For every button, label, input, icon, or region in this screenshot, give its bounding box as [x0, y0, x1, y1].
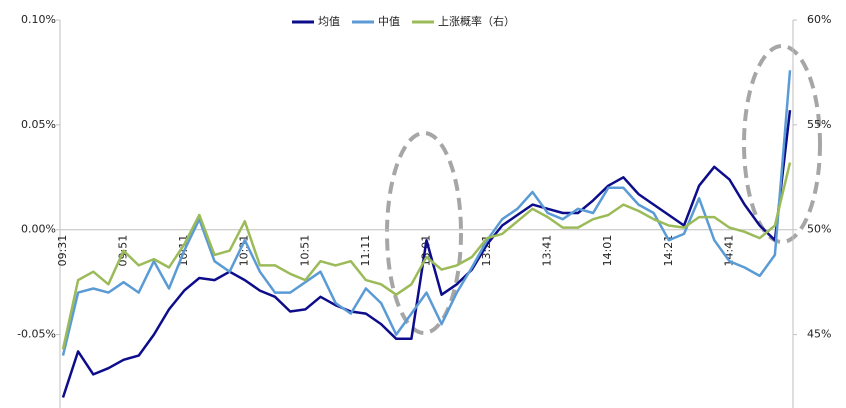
legend: 均值 中值 上涨概率（右） — [292, 14, 515, 28]
y-tick-label: 0.05% — [21, 118, 56, 131]
x-tick-label: 11:11 — [359, 235, 372, 267]
y-tick-label: 0.10% — [21, 13, 56, 26]
highlight-ellipse — [742, 44, 822, 244]
legend-label: 上涨概率（右） — [438, 14, 515, 28]
x-tick-label: 10:31 — [238, 235, 251, 267]
series-line — [61, 70, 792, 356]
x-tick-label: 10:51 — [298, 235, 311, 267]
x-tick-label: 14:41 — [722, 235, 735, 267]
highlight-ellipse — [385, 131, 463, 335]
x-tick-label: 14:21 — [662, 235, 675, 267]
y-tick-label: -0.05% — [17, 328, 56, 341]
y2-tick-label: 45% — [807, 328, 831, 341]
y-tick-label: 0.00% — [21, 223, 56, 236]
y2-tick-label: 55% — [807, 118, 831, 131]
legend-label: 中值 — [378, 15, 400, 28]
series-line — [61, 110, 792, 398]
x-tick-label: 13:41 — [541, 235, 554, 267]
y2-tick-label: 50% — [807, 223, 831, 236]
y2-tick-label: 60% — [807, 13, 831, 26]
legend-label: 均值 — [318, 15, 340, 28]
series-line — [61, 162, 792, 350]
x-tick-label: 14:01 — [601, 235, 614, 267]
x-tick-label: 09:31 — [56, 235, 69, 267]
